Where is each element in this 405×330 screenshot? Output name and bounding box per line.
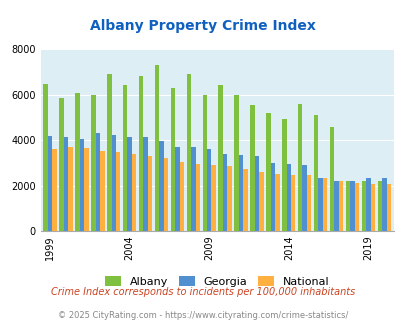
- Bar: [139, 76, 143, 231]
- Bar: [222, 154, 227, 231]
- Bar: [163, 158, 168, 231]
- Bar: [202, 95, 207, 231]
- Bar: [100, 151, 104, 231]
- Bar: [175, 147, 179, 231]
- Bar: [159, 141, 163, 231]
- Bar: [234, 95, 238, 231]
- Bar: [370, 183, 374, 231]
- Bar: [345, 181, 350, 231]
- Bar: [207, 149, 211, 231]
- Bar: [322, 178, 326, 231]
- Bar: [286, 164, 290, 231]
- Bar: [68, 147, 72, 231]
- Text: Albany Property Crime Index: Albany Property Crime Index: [90, 19, 315, 33]
- Bar: [218, 85, 222, 231]
- Bar: [64, 137, 68, 231]
- Text: © 2025 CityRating.com - https://www.cityrating.com/crime-statistics/: © 2025 CityRating.com - https://www.city…: [58, 311, 347, 320]
- Text: Crime Index corresponds to incidents per 100,000 inhabitants: Crime Index corresponds to incidents per…: [51, 287, 354, 297]
- Bar: [281, 119, 286, 231]
- Bar: [266, 113, 270, 231]
- Bar: [84, 148, 88, 231]
- Bar: [195, 164, 200, 231]
- Bar: [377, 181, 381, 231]
- Bar: [116, 152, 120, 231]
- Bar: [381, 178, 386, 231]
- Bar: [59, 98, 64, 231]
- Bar: [191, 147, 195, 231]
- Legend: Albany, Georgia, National: Albany, Georgia, National: [105, 277, 328, 287]
- Bar: [318, 178, 322, 231]
- Bar: [338, 181, 342, 231]
- Bar: [306, 175, 311, 231]
- Bar: [250, 105, 254, 231]
- Bar: [365, 178, 370, 231]
- Bar: [354, 183, 358, 231]
- Bar: [275, 174, 279, 231]
- Bar: [52, 149, 57, 231]
- Bar: [123, 85, 127, 231]
- Bar: [79, 139, 84, 231]
- Bar: [361, 181, 365, 231]
- Bar: [254, 156, 258, 231]
- Bar: [96, 133, 100, 231]
- Bar: [48, 136, 52, 231]
- Bar: [111, 135, 116, 231]
- Bar: [227, 166, 231, 231]
- Bar: [143, 137, 147, 231]
- Bar: [258, 172, 263, 231]
- Bar: [154, 65, 159, 231]
- Bar: [91, 95, 96, 231]
- Bar: [386, 184, 390, 231]
- Bar: [171, 87, 175, 231]
- Bar: [270, 163, 275, 231]
- Bar: [238, 155, 243, 231]
- Bar: [186, 75, 191, 231]
- Bar: [75, 93, 79, 231]
- Bar: [107, 75, 111, 231]
- Bar: [147, 156, 152, 231]
- Bar: [333, 181, 338, 231]
- Bar: [211, 165, 215, 231]
- Bar: [290, 175, 295, 231]
- Bar: [350, 181, 354, 231]
- Bar: [243, 169, 247, 231]
- Bar: [329, 127, 333, 231]
- Bar: [302, 165, 306, 231]
- Bar: [313, 115, 318, 231]
- Bar: [127, 137, 132, 231]
- Bar: [297, 104, 302, 231]
- Bar: [132, 154, 136, 231]
- Bar: [179, 162, 183, 231]
- Bar: [43, 84, 48, 231]
